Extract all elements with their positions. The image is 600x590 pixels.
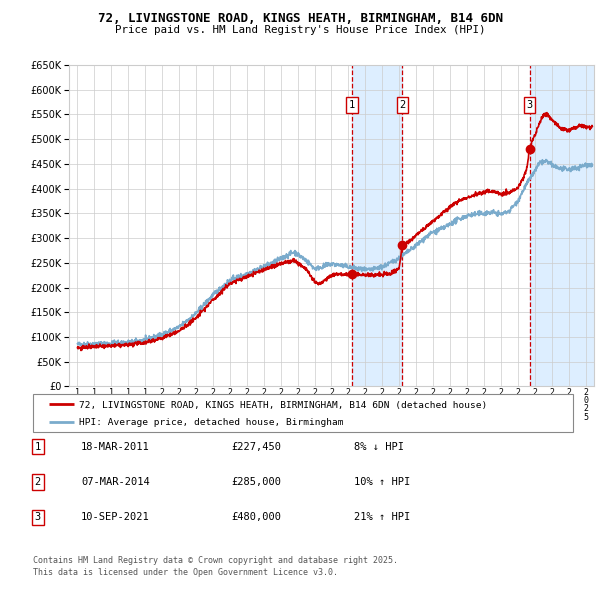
Text: 21% ↑ HPI: 21% ↑ HPI	[354, 513, 410, 522]
Bar	[530, 65, 594, 386]
Text: 1: 1	[349, 100, 355, 110]
Text: HPI: Average price, detached house, Birmingham: HPI: Average price, detached house, Birm…	[79, 418, 343, 427]
Text: 72, LIVINGSTONE ROAD, KINGS HEATH, BIRMINGHAM, B14 6DN: 72, LIVINGSTONE ROAD, KINGS HEATH, BIRMI…	[97, 12, 503, 25]
Text: 8% ↓ HPI: 8% ↓ HPI	[354, 442, 404, 451]
Text: 10% ↑ HPI: 10% ↑ HPI	[354, 477, 410, 487]
Text: 2: 2	[35, 477, 41, 487]
Text: 18-MAR-2011: 18-MAR-2011	[81, 442, 150, 451]
Text: 3: 3	[35, 513, 41, 522]
Text: £227,450: £227,450	[231, 442, 281, 451]
Bar	[352, 65, 402, 386]
Text: 72, LIVINGSTONE ROAD, KINGS HEATH, BIRMINGHAM, B14 6DN (detached house): 72, LIVINGSTONE ROAD, KINGS HEATH, BIRMI…	[79, 401, 487, 409]
Text: 3: 3	[527, 100, 533, 110]
Text: This data is licensed under the Open Government Licence v3.0.: This data is licensed under the Open Gov…	[33, 568, 338, 576]
Text: 10-SEP-2021: 10-SEP-2021	[81, 513, 150, 522]
Text: 1: 1	[35, 442, 41, 451]
Text: £285,000: £285,000	[231, 477, 281, 487]
Text: 07-MAR-2014: 07-MAR-2014	[81, 477, 150, 487]
Text: Contains HM Land Registry data © Crown copyright and database right 2025.: Contains HM Land Registry data © Crown c…	[33, 556, 398, 565]
Text: 2: 2	[399, 100, 406, 110]
Text: £480,000: £480,000	[231, 513, 281, 522]
Text: Price paid vs. HM Land Registry's House Price Index (HPI): Price paid vs. HM Land Registry's House …	[115, 25, 485, 35]
